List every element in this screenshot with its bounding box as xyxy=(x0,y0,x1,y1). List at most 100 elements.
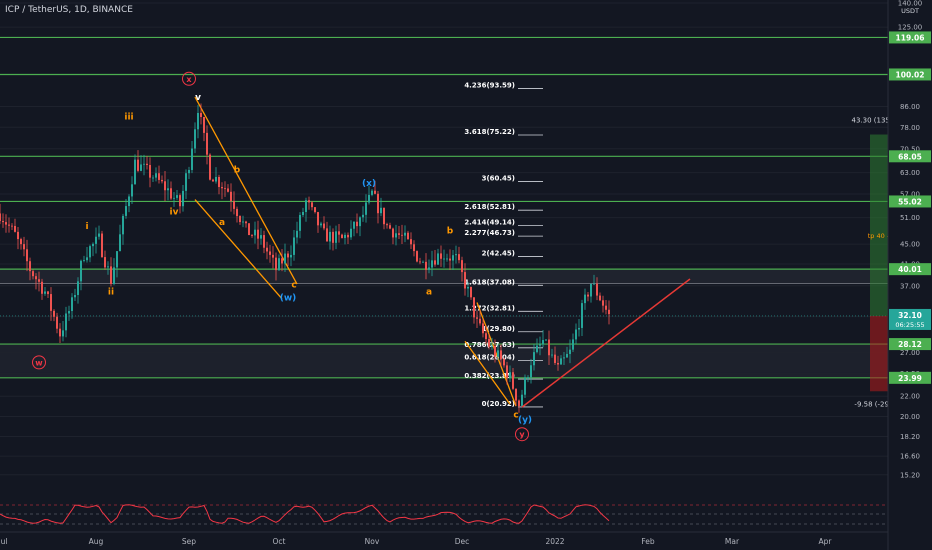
candle-body xyxy=(197,112,199,130)
time-axis[interactable]: Jul Aug Sep Oct Nov Dec 2022 Feb Mar Apr xyxy=(0,537,832,546)
candle-body xyxy=(518,400,520,406)
candle-body xyxy=(386,224,388,226)
candle-body xyxy=(239,216,241,223)
candle-body xyxy=(230,191,232,202)
candle-body xyxy=(383,207,385,225)
candle-body xyxy=(326,228,328,242)
candle-body xyxy=(500,350,502,360)
candle-body xyxy=(431,260,433,268)
time-tick-label: Mar xyxy=(725,537,740,546)
candle-body xyxy=(545,339,547,341)
candle-body xyxy=(305,200,307,213)
candle-body xyxy=(32,271,34,277)
candle-body xyxy=(29,261,31,272)
candle-body xyxy=(542,340,544,345)
candle-body xyxy=(38,279,40,282)
candle-body xyxy=(440,253,442,259)
candle-body xyxy=(89,246,91,258)
wave-label: a xyxy=(219,218,225,228)
candle-body xyxy=(185,173,187,191)
candle-body xyxy=(467,286,469,289)
candle-body xyxy=(158,173,160,180)
candle-body xyxy=(539,344,541,346)
wave-label-circle xyxy=(515,427,529,442)
orange-channel-lines xyxy=(194,96,517,407)
candle-body xyxy=(56,316,58,329)
wave-label: iii xyxy=(124,113,133,123)
wave-label: (w) xyxy=(280,294,297,304)
candle-body xyxy=(308,200,310,203)
candle-body xyxy=(602,300,604,306)
price-tick-label: 57.00 xyxy=(900,190,920,198)
candle-body xyxy=(140,164,142,171)
candle-body xyxy=(92,243,94,247)
wave-label-circle xyxy=(32,355,46,370)
candle-body xyxy=(263,235,265,248)
level-price-badge-text: 68.05 xyxy=(898,152,922,161)
channel-line xyxy=(194,96,298,285)
candle-body xyxy=(164,181,166,191)
candle-body xyxy=(41,281,43,294)
candle-body xyxy=(50,294,52,311)
candle-body xyxy=(428,267,430,270)
candle-body xyxy=(596,283,598,296)
candle-body xyxy=(173,197,175,199)
candle-body xyxy=(167,188,169,191)
trendline-tool[interactable] xyxy=(521,278,691,408)
candle-body xyxy=(26,249,28,262)
candle-body xyxy=(200,112,202,117)
candle-body xyxy=(221,186,223,189)
candle-body xyxy=(353,221,355,229)
level-price-badge-text: 28.12 xyxy=(898,340,922,349)
fib-level-label: 2.277(46.73) xyxy=(464,229,515,237)
oscillator-line xyxy=(0,504,610,524)
time-tick-label: Aug xyxy=(89,537,104,546)
candle-body xyxy=(110,266,112,285)
wave-label: c xyxy=(291,281,296,291)
candle-body xyxy=(206,132,208,155)
candle-body xyxy=(332,231,334,243)
candle-body xyxy=(488,339,490,347)
candle-body xyxy=(350,228,352,238)
candle-body xyxy=(8,224,10,226)
candle-body xyxy=(551,354,553,356)
candle-body xyxy=(476,317,478,319)
level-price-badge-text: 40.01 xyxy=(898,265,922,274)
price-tick-label: 45.00 xyxy=(900,241,920,249)
level-price-badge xyxy=(889,150,931,163)
candle-body xyxy=(389,225,391,229)
candle-body xyxy=(590,283,592,297)
candle-body xyxy=(35,276,37,280)
price-axis-unit: USDT xyxy=(901,7,919,15)
symbol-title: ICP / TetherUS, 1D, BINANCE xyxy=(5,5,133,15)
candle-body xyxy=(71,297,73,312)
level-price-badge-text: 23.99 xyxy=(898,374,922,383)
wave-label: (x) xyxy=(362,179,376,189)
candle-body xyxy=(422,261,424,263)
candle-body xyxy=(371,190,373,195)
candle-body xyxy=(494,345,496,357)
candle-body xyxy=(449,258,451,261)
candle-body xyxy=(14,225,16,232)
channel-line xyxy=(464,340,511,405)
wave-label: x xyxy=(186,75,192,84)
candle-body xyxy=(188,169,190,174)
level-price-badge xyxy=(889,31,931,44)
price-axis-level-labels: 119.06 100.02 68.05 55.02 40.01 28.12 23.99 32.… xyxy=(889,31,931,384)
candle-body xyxy=(521,394,523,406)
candle-body xyxy=(506,365,508,378)
candle-body xyxy=(218,176,220,187)
price-tick-label: 70.50 xyxy=(900,145,920,153)
time-tick-label: 2022 xyxy=(545,537,564,546)
level-price-badge xyxy=(889,195,931,208)
candle-body xyxy=(80,260,82,282)
candle-body xyxy=(236,208,238,217)
candle-body xyxy=(254,229,256,236)
candle-body xyxy=(209,154,211,180)
candle-body xyxy=(404,232,406,236)
price-tick-label: 27.00 xyxy=(900,349,920,357)
candle-body xyxy=(2,221,4,223)
candle-body xyxy=(281,258,283,264)
candle-body xyxy=(233,201,235,209)
